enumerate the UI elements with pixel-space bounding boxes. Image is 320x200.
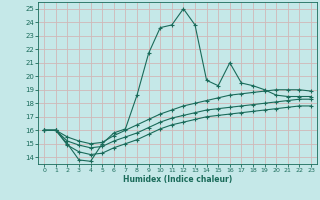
- X-axis label: Humidex (Indice chaleur): Humidex (Indice chaleur): [123, 175, 232, 184]
